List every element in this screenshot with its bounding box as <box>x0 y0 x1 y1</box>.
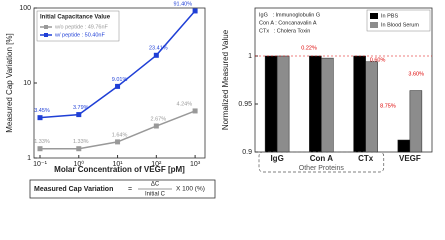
x-tick-label: 10⁰ <box>73 160 84 168</box>
marker <box>76 146 82 152</box>
y-axis-label: Measured Cap Variation [%] <box>5 33 14 132</box>
marker <box>76 112 82 118</box>
y-axis-label: Normalized Measured Value <box>221 29 230 130</box>
abbreviation: Con A : Concanavalin A <box>259 20 317 26</box>
legend-title: Initial Capacitance Value <box>40 15 111 21</box>
y-tick-label: 1 <box>248 53 252 60</box>
formula-eq: = <box>128 186 132 193</box>
bar <box>353 55 366 153</box>
value-label: 23.41% <box>149 46 168 52</box>
annotation: 8.75% <box>380 103 396 109</box>
figure: 10⁻¹ 10⁰ 10¹ 10² 10³ 1 10 100 Molar Concentratio… <box>5 1 433 199</box>
x-tick-label: 10⁻¹ <box>33 161 47 168</box>
bar <box>321 57 334 153</box>
legend-label: In Blood Serum <box>381 22 419 28</box>
marker <box>115 83 121 89</box>
abbreviation: IgG : Immunoglobulin G <box>259 12 320 18</box>
value-label: 2.67% <box>151 116 167 122</box>
marker <box>192 8 198 14</box>
value-label: 1.33% <box>34 139 50 145</box>
value-label: 9.01% <box>112 77 128 83</box>
y-tick-label: 0.9 <box>242 149 252 156</box>
x-axis-label: Molar Concentration of VEGF [pM] <box>54 165 185 174</box>
bar <box>276 55 290 153</box>
legend-box <box>366 9 431 32</box>
x-tick-label: 10² <box>151 161 162 168</box>
x-tick-label: VEGF <box>399 154 421 163</box>
bar <box>409 90 423 153</box>
legend-marker <box>44 33 48 37</box>
bar <box>309 55 322 153</box>
group-label: Other Proteins <box>299 165 345 172</box>
legend-label: In PBS <box>381 13 398 19</box>
y-tick-label: 0.95 <box>238 101 252 108</box>
annotation: 0.60% <box>370 57 386 63</box>
legend-marker <box>44 25 48 29</box>
value-label: 3.79% <box>73 105 89 111</box>
bar <box>365 61 378 153</box>
y-tick-label: 100 <box>19 5 31 12</box>
formula-num: ΔC <box>151 182 160 188</box>
legend-swatch <box>370 22 378 28</box>
marker <box>115 139 121 145</box>
value-label: 3.45% <box>34 108 50 114</box>
x-tick-label: CTx <box>358 154 374 163</box>
value-label: 1.64% <box>112 132 128 138</box>
marker <box>192 108 198 114</box>
value-label: 4.24% <box>176 101 192 107</box>
x-tick-label: 10³ <box>190 161 201 168</box>
x-tick-label: Con A <box>310 154 333 163</box>
bar <box>397 139 411 153</box>
legend-label: w/o peptide : 49.76nF <box>54 24 109 30</box>
formula-box <box>29 179 216 199</box>
marker <box>153 52 159 58</box>
y-tick-label: 1 <box>27 155 31 162</box>
x-tick-label: IgG <box>270 154 283 163</box>
marker <box>37 146 43 152</box>
value-label: 91.40% <box>173 1 192 7</box>
annotation: 0.22% <box>301 45 317 51</box>
legend-swatch <box>370 13 378 19</box>
marker <box>153 123 159 129</box>
x-tick-label: 10¹ <box>112 161 123 168</box>
formula-den: Initial C <box>145 192 166 198</box>
formula-left: Measured Cap Variation <box>34 186 113 193</box>
marker <box>37 115 43 121</box>
legend-box <box>36 10 120 42</box>
legend-label: w/ peptide : 50.40nF <box>54 32 105 38</box>
annotation: 3.60% <box>408 71 424 77</box>
y-tick-label: 10 <box>23 80 31 87</box>
bar <box>264 55 278 153</box>
formula-right: X 100 (%) <box>176 186 205 193</box>
abbreviation: CTx : Cholera Toxin <box>259 28 310 34</box>
value-label: 1.33% <box>73 139 89 145</box>
